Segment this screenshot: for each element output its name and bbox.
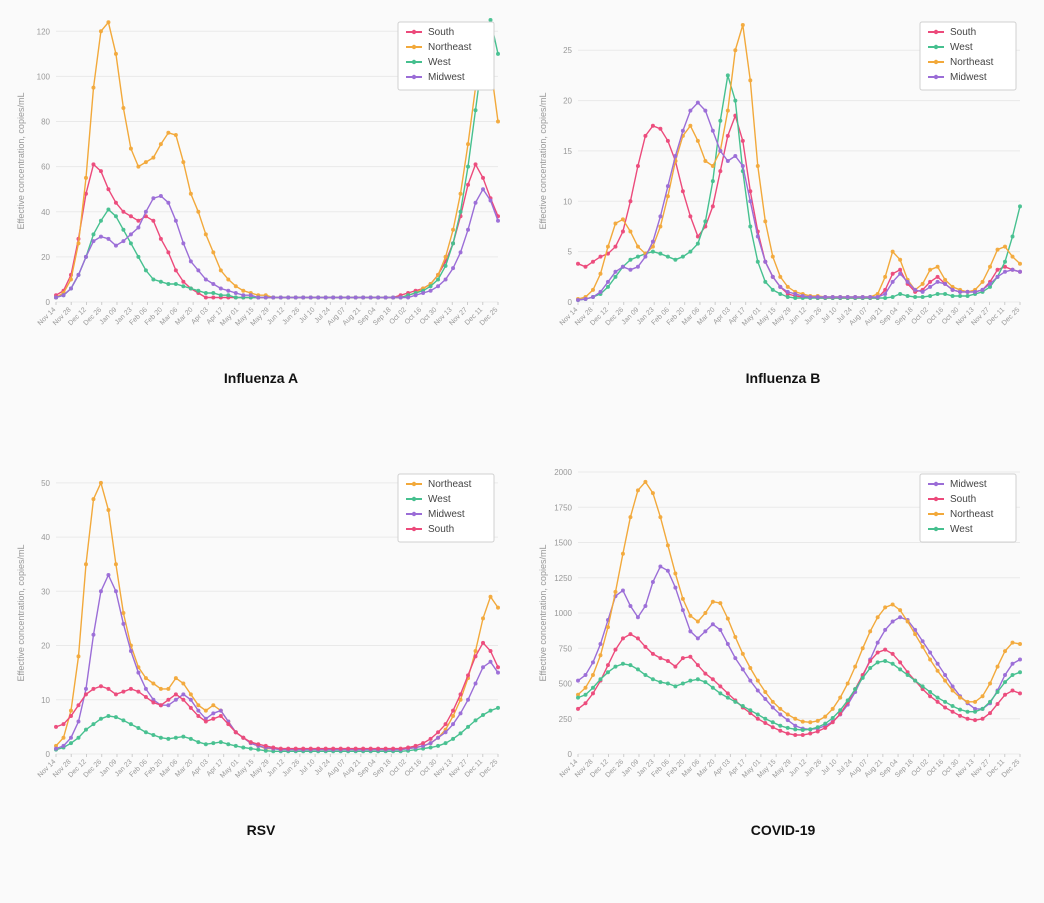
svg-text:1000: 1000 xyxy=(554,609,572,618)
svg-text:West: West xyxy=(428,494,451,505)
svg-text:100: 100 xyxy=(37,72,51,81)
svg-text:Effective concentration, copie: Effective concentration, copies/mL xyxy=(538,93,548,230)
cell-influenza-b: 0 5 10 15 20 25 Effective concentration, copie… xyxy=(522,0,1044,452)
svg-text:25: 25 xyxy=(563,46,572,55)
svg-text:0: 0 xyxy=(46,298,51,307)
svg-text:40: 40 xyxy=(41,533,50,542)
svg-text:West: West xyxy=(950,42,973,53)
chart-influenza-a: 0 20 40 60 80 100 120 Effective concentration, … xyxy=(10,6,510,366)
svg-text:20: 20 xyxy=(41,641,50,650)
svg-text:20: 20 xyxy=(41,253,50,262)
svg-text:40: 40 xyxy=(41,208,50,217)
svg-text:15: 15 xyxy=(563,147,572,156)
svg-text:0: 0 xyxy=(568,298,573,307)
svg-text:0: 0 xyxy=(46,750,51,759)
svg-text:West: West xyxy=(950,524,973,535)
svg-text:Effective concentration, copie: Effective concentration, copies/mL xyxy=(16,544,26,681)
chart-grid: 020406080100120Effective concentration, … xyxy=(0,0,1044,903)
svg-text:Northeast: Northeast xyxy=(428,479,472,490)
svg-text:1500: 1500 xyxy=(554,538,572,547)
cell-rsv: 0 10 20 30 40 50 Effective concentration, copi… xyxy=(0,452,522,903)
cell-influenza-a: 0 20 40 60 80 100 120 Effective concentration, … xyxy=(0,0,522,452)
svg-text:750: 750 xyxy=(559,644,573,653)
svg-text:500: 500 xyxy=(559,679,573,688)
svg-text:West: West xyxy=(428,57,451,68)
svg-text:20: 20 xyxy=(563,97,572,106)
svg-text:South: South xyxy=(950,27,976,38)
title-covid-19: COVID-19 xyxy=(532,822,1034,838)
svg-text:South: South xyxy=(428,524,454,535)
svg-text:Effective concentration, copie: Effective concentration, copies/mL xyxy=(16,93,26,230)
chart-covid-19: 0 250 500 750 1000 1250 1500 1750 2000 Effective … xyxy=(532,458,1032,818)
chart-rsv: 0 10 20 30 40 50 Effective concentration, copi… xyxy=(10,458,510,818)
svg-text:Effective concentration, copie: Effective concentration, copies/mL xyxy=(538,544,548,681)
svg-text:Midwest: Midwest xyxy=(950,72,987,83)
svg-text:10: 10 xyxy=(41,695,50,704)
svg-text:5: 5 xyxy=(568,248,573,257)
svg-text:South: South xyxy=(428,27,454,38)
svg-text:1250: 1250 xyxy=(554,573,572,582)
svg-text:Midwest: Midwest xyxy=(428,72,465,83)
svg-text:Northeast: Northeast xyxy=(428,42,472,53)
svg-text:10: 10 xyxy=(563,197,572,206)
svg-text:60: 60 xyxy=(41,163,50,172)
svg-text:250: 250 xyxy=(559,714,573,723)
svg-text:2000: 2000 xyxy=(554,468,572,477)
title-rsv: RSV xyxy=(10,822,512,838)
svg-text:Northeast: Northeast xyxy=(950,57,994,68)
svg-text:Northeast: Northeast xyxy=(950,509,994,520)
svg-text:0: 0 xyxy=(568,750,573,759)
svg-text:1750: 1750 xyxy=(554,503,572,512)
svg-text:Midwest: Midwest xyxy=(428,509,465,520)
svg-text:South: South xyxy=(950,494,976,505)
cell-covid-19: 0 250 500 750 1000 1250 1500 1750 2000 Effective … xyxy=(522,452,1044,903)
svg-text:120: 120 xyxy=(37,27,51,36)
svg-text:30: 30 xyxy=(41,587,50,596)
svg-text:Midwest: Midwest xyxy=(950,479,987,490)
title-influenza-b: Influenza B xyxy=(532,370,1034,386)
chart-influenza-b: 0 5 10 15 20 25 Effective concentration, copie… xyxy=(532,6,1032,366)
svg-text:80: 80 xyxy=(41,118,50,127)
title-influenza-a: Influenza A xyxy=(10,370,512,386)
svg-text:50: 50 xyxy=(41,478,50,487)
